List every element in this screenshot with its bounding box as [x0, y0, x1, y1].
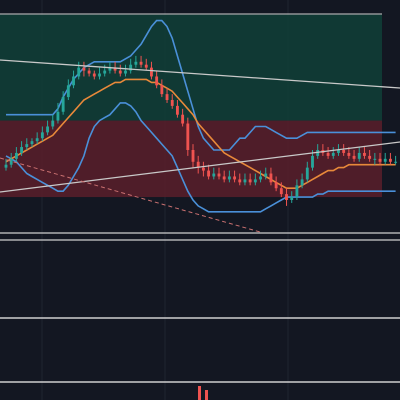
bollinger-bands — [5, 19, 396, 213]
candle-body — [30, 141, 34, 145]
candle-body — [300, 179, 304, 186]
candle-body — [92, 73, 96, 77]
candle-body — [342, 150, 346, 153]
candle-body — [150, 67, 153, 77]
candle-body — [181, 114, 185, 124]
candle-body — [368, 155, 372, 159]
candle-body — [40, 132, 44, 139]
candle-body — [383, 158, 387, 162]
candle-body — [186, 123, 190, 150]
candle-body — [253, 179, 257, 183]
candle-body — [139, 61, 143, 65]
candle-body — [243, 179, 247, 183]
candle-body — [98, 73, 101, 77]
candle-body — [113, 67, 117, 71]
candle-body — [305, 167, 309, 180]
candle-body — [227, 176, 231, 180]
candle-body — [279, 188, 283, 195]
trend-line-lower — [0, 141, 400, 193]
dashed-projection-line — [0, 157, 261, 233]
candle-body — [378, 158, 382, 162]
candle-body — [160, 85, 164, 95]
bollinger-lower-line — [5, 102, 396, 213]
candle-body — [129, 64, 133, 71]
candle-body — [352, 155, 356, 159]
candle-body — [337, 150, 340, 153]
position-zones — [0, 14, 382, 198]
candle-body — [124, 70, 127, 74]
candle-body — [290, 197, 294, 200]
candle-body — [201, 167, 205, 171]
candle-body — [363, 152, 366, 156]
candle-body — [51, 120, 55, 127]
candle-body — [4, 164, 8, 168]
candle-body — [259, 176, 262, 180]
candle-body — [222, 176, 226, 180]
drawing-overlays — [0, 13, 400, 241]
lower-pane — [0, 317, 400, 400]
candle-body — [357, 152, 361, 159]
candle-body — [134, 61, 138, 65]
candle-body — [311, 155, 314, 168]
candle-body — [347, 152, 351, 156]
candle-body — [118, 70, 122, 74]
candle-body — [238, 179, 242, 183]
candle-body — [108, 67, 112, 71]
candle-body — [285, 194, 288, 200]
candle-body — [155, 76, 159, 86]
candle-body — [191, 150, 195, 162]
candle-body — [217, 173, 221, 177]
candle-body — [264, 173, 268, 177]
candle-body — [56, 111, 60, 121]
candle-body — [233, 176, 236, 180]
candle-body — [248, 179, 252, 183]
candle-body — [165, 94, 169, 100]
candle-body — [87, 70, 91, 74]
candle-body — [20, 147, 24, 153]
candle-body — [388, 158, 392, 162]
candle-body — [373, 158, 377, 160]
candle-body — [269, 173, 273, 183]
candle-body — [72, 76, 75, 86]
candle-body — [144, 64, 148, 68]
trend-line-upper — [0, 59, 400, 89]
candle-body — [274, 182, 278, 189]
candle-body — [176, 105, 179, 115]
candle-body — [212, 173, 216, 177]
candle-body — [82, 67, 86, 71]
candle-body — [77, 67, 81, 77]
candle-body — [66, 85, 70, 98]
candle-body — [46, 126, 49, 133]
candle-body — [331, 152, 335, 156]
candle-body — [9, 158, 13, 165]
candle-body — [170, 100, 174, 106]
moving-average-line — [5, 78, 396, 189]
candle-body — [25, 144, 29, 148]
candle-body — [394, 161, 398, 163]
candle-body — [61, 97, 65, 112]
candle-body — [103, 70, 107, 74]
candle-body — [35, 138, 39, 142]
candle-body — [14, 152, 18, 159]
candle-body — [295, 185, 299, 198]
volume-bar — [205, 390, 208, 400]
candle-body — [207, 170, 211, 177]
volume-bar — [198, 386, 201, 400]
moving-average — [5, 78, 396, 189]
bollinger-upper-line — [6, 19, 396, 151]
candle-body — [196, 161, 200, 168]
candle-body — [326, 152, 330, 156]
